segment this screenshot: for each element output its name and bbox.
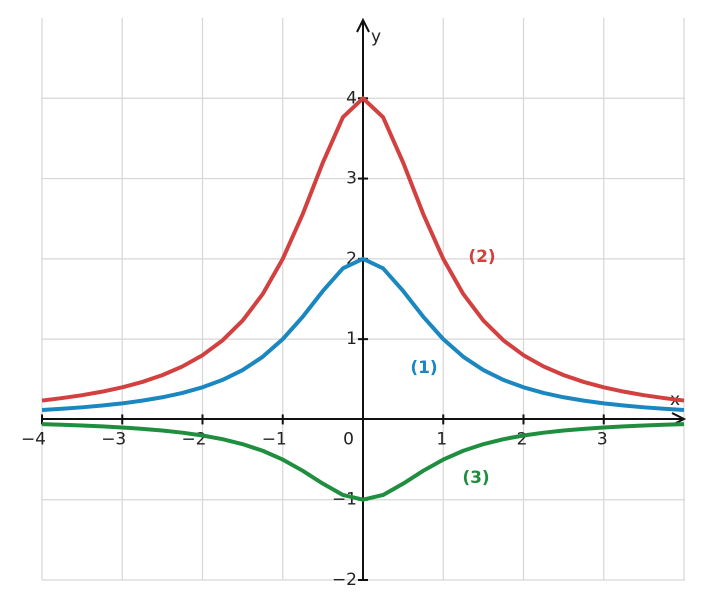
y-tick-label: −1 bbox=[332, 490, 357, 510]
y-tick-label: 1 bbox=[346, 329, 357, 349]
curve-label: (1) bbox=[410, 358, 437, 378]
x-tick-label: 3 bbox=[597, 429, 608, 449]
y-tick-label: 2 bbox=[346, 249, 357, 269]
curve-label: (3) bbox=[462, 468, 489, 488]
y-tick-label: 3 bbox=[346, 169, 357, 189]
x-tick-label: −3 bbox=[101, 429, 126, 449]
y-tick-label: 4 bbox=[346, 88, 357, 108]
x-tick-label: 2 bbox=[517, 429, 528, 449]
curve bbox=[41, 96, 685, 403]
y-arrow bbox=[356, 17, 370, 33]
curve bbox=[41, 256, 685, 412]
y-tick-label: −2 bbox=[332, 570, 357, 590]
x-tick-label: −4 bbox=[21, 429, 46, 449]
curve-label: (2) bbox=[468, 247, 495, 267]
y-axis-label: y bbox=[371, 27, 381, 47]
x-tick-label: 1 bbox=[436, 429, 447, 449]
x-tick-label: 0 bbox=[343, 429, 354, 449]
curve bbox=[41, 422, 685, 502]
axes: x y bbox=[42, 17, 687, 580]
x-tick-label: −1 bbox=[262, 429, 287, 449]
